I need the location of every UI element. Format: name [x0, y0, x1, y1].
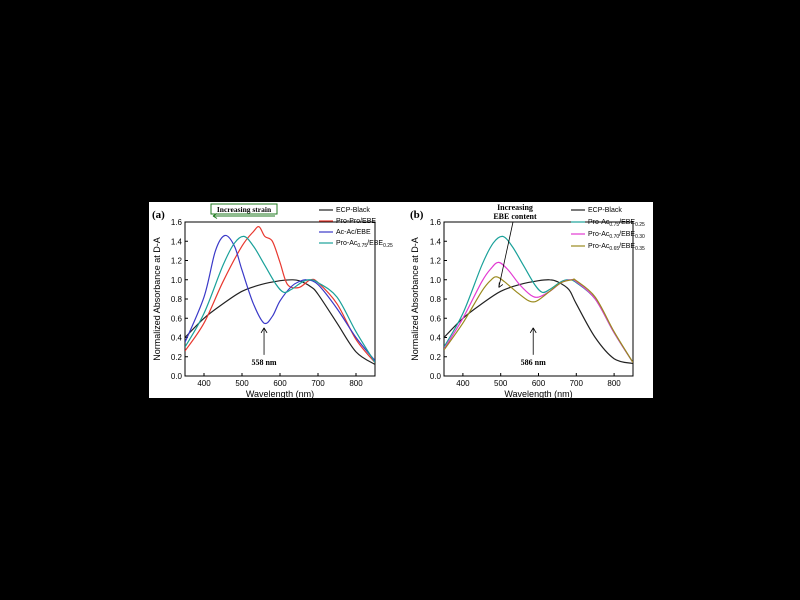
x-tick-label: 400: [197, 379, 211, 388]
y-tick-label: 1.6: [430, 218, 442, 227]
y-tick-label: 1.6: [171, 218, 183, 227]
x-tick-label: 600: [532, 379, 546, 388]
x-axis-label: Wavelength (nm): [504, 389, 572, 398]
series-lines: [444, 235, 633, 365]
y-tick-label: 0.4: [430, 334, 442, 343]
panel-label: (b): [410, 209, 424, 221]
series-line: [444, 279, 633, 365]
legend-label: Pro-Ac0.75/EBE0.25: [588, 219, 645, 228]
chart-svg: (a) 400 500 600 700 800 0.0 0.2 0.4 0.6 0.8 1.0 1.2 1…: [152, 203, 645, 398]
y-tick-label: 1.0: [171, 276, 183, 285]
series-line: [444, 276, 633, 363]
legend-label: Pro-Pro/EBE: [336, 218, 376, 225]
y-tick-label: 0.6: [430, 314, 442, 323]
x-tick-label: 500: [235, 379, 249, 388]
figure-panels: (a) 400 500 600 700 800 0.0 0.2 0.4 0.6 0.8 1.0 1.2 1…: [149, 202, 653, 398]
annotation-increasing: Increasing: [497, 203, 533, 212]
arrow-pointer-icon: [498, 221, 514, 288]
y-tick-label: 1.4: [430, 237, 442, 246]
arrow-head-icon: [498, 282, 504, 288]
series-lines: [185, 226, 375, 365]
y-tick-label: 0.2: [171, 353, 183, 362]
annotation-increasing-strain: Increasing strain: [217, 205, 272, 214]
y-tick-label: 1.2: [171, 257, 183, 266]
y-tick-label: 1.4: [171, 237, 183, 246]
x-tick-label: 800: [349, 379, 363, 388]
legend-label: Pro-Ac0.65/EBE0.35: [588, 243, 645, 252]
legend-label: Ac-Ac/EBE: [336, 229, 371, 236]
x-tick-label: 700: [570, 379, 584, 388]
x-tick-label: 500: [494, 379, 508, 388]
annotation-ebe-content: EBE content: [493, 212, 537, 221]
series-line: [185, 226, 375, 363]
x-tick-label: 600: [273, 379, 287, 388]
arrow-head-icon: [260, 327, 268, 334]
y-tick-label: 0.8: [430, 295, 442, 304]
y-tick-label: 0.0: [430, 372, 442, 381]
panel-label: (a): [152, 209, 165, 221]
legend-label: ECP-Black: [588, 207, 622, 214]
y-tick-label: 0.2: [430, 353, 442, 362]
annotation-box: [210, 203, 278, 215]
x-tick-label: 400: [456, 379, 470, 388]
y-axis-label: Normalized Absorbance at D-A: [410, 237, 420, 361]
arrow-head-icon: [529, 327, 537, 334]
y-tick-label: 1.0: [430, 276, 442, 285]
y-tick-label: 0.0: [171, 372, 183, 381]
y-tick-label: 1.2: [430, 257, 442, 266]
legend-label: Pro-Ac0.75/EBE0.25: [336, 240, 393, 249]
series-line: [185, 234, 375, 361]
annotation-wavelength: 586 nm: [521, 358, 546, 367]
arrow-head-icon: [212, 213, 218, 219]
y-axis-label: Normalized Absorbance at D-A: [152, 237, 162, 361]
x-tick-label: 800: [607, 379, 621, 388]
chart-panel-b: (b) 400 500 600 700 800 0.0 0.2 0.4 0.6 0.8 1.0 1.2 1…: [410, 203, 645, 398]
legend-label: Pro-Ac0.70/EBE0.30: [588, 231, 645, 240]
annotation-wavelength: 558 nm: [251, 358, 276, 367]
x-axis-label: Wavelength (nm): [246, 389, 314, 398]
series-line: [185, 235, 375, 363]
chart-panel-a: (a) 400 500 600 700 800 0.0 0.2 0.4 0.6 0.8 1.0 1.2 1…: [152, 203, 393, 398]
series-line: [185, 279, 375, 365]
y-tick-label: 0.8: [171, 295, 183, 304]
legend-label: ECP-Black: [336, 207, 370, 214]
series-line: [444, 261, 633, 363]
x-tick-label: 700: [311, 379, 325, 388]
y-tick-label: 0.6: [171, 314, 183, 323]
y-tick-label: 0.4: [171, 334, 183, 343]
